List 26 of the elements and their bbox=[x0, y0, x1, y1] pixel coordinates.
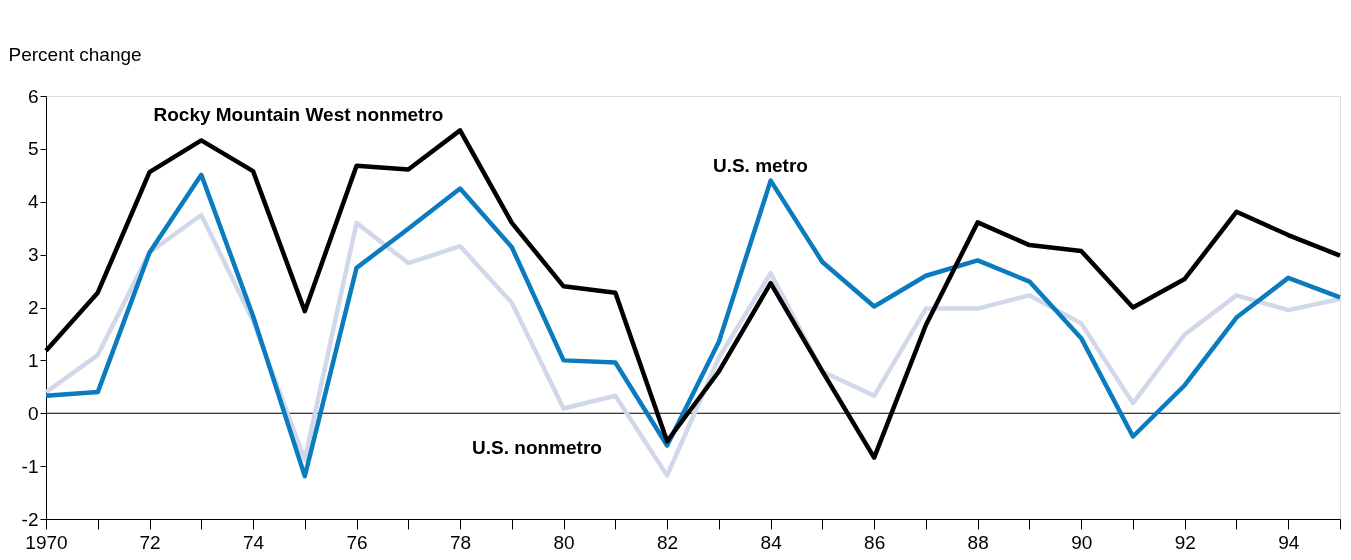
x-tick-label: 76 bbox=[346, 531, 368, 553]
x-tick-label: 1970 bbox=[25, 531, 68, 553]
y-tick-label: 1 bbox=[27, 349, 39, 371]
x-tick-label: 72 bbox=[139, 531, 161, 553]
x-tick-label: 74 bbox=[242, 531, 265, 553]
y-axis-title: Percent change bbox=[8, 43, 142, 65]
series-label: U.S. metro bbox=[712, 155, 808, 177]
y-tick-label: 3 bbox=[27, 244, 39, 266]
x-tick-label: 94 bbox=[1278, 531, 1300, 553]
x-tick-label: 86 bbox=[864, 531, 886, 553]
y-tick-label: 4 bbox=[27, 191, 39, 213]
series-label: U.S. nonmetro bbox=[472, 437, 602, 459]
y-tick-label: 2 bbox=[27, 297, 39, 318]
y-tick-label: 6 bbox=[27, 85, 39, 107]
x-tick-label: 80 bbox=[553, 531, 575, 553]
x-tick-label: 90 bbox=[1071, 531, 1093, 553]
y-tick-label: -2 bbox=[21, 508, 39, 530]
x-tick-label: 88 bbox=[967, 531, 989, 553]
y-tick-label: 5 bbox=[27, 138, 39, 160]
y-tick-label: -1 bbox=[21, 455, 39, 477]
x-tick-label: 78 bbox=[450, 531, 472, 553]
series-label: Rocky Mountain West nonmetro bbox=[153, 104, 444, 126]
y-tick-label: 0 bbox=[27, 402, 39, 424]
x-tick-label: 82 bbox=[657, 531, 679, 553]
x-tick-label: 92 bbox=[1174, 531, 1196, 553]
x-tick-label: 84 bbox=[760, 531, 783, 553]
